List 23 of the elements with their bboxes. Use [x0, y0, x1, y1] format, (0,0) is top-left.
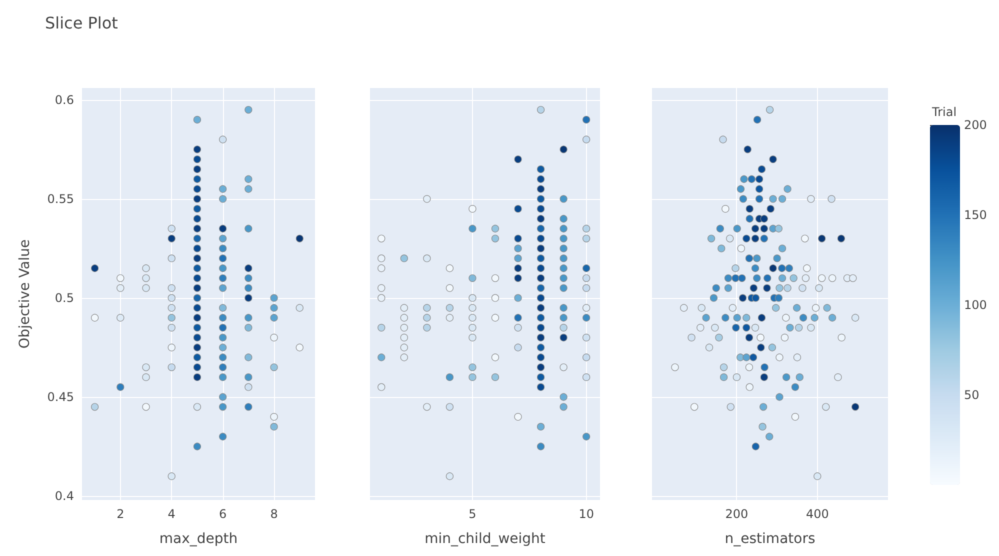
x-tick-label: 10 — [578, 507, 594, 521]
x-tick-label: 6 — [219, 507, 227, 521]
y-tick-label: 0.4 — [54, 489, 74, 504]
color-bar-label: 200 — [964, 118, 987, 132]
x-tick-label: 8 — [270, 507, 278, 521]
y-tick-label: 0.45 — [47, 390, 74, 404]
x-tick-label: 400 — [806, 507, 829, 521]
x-tick-label: 200 — [725, 507, 748, 521]
y-axis-title: Objective Value — [17, 239, 33, 349]
y-tick-label: 0.55 — [47, 192, 74, 206]
chart-title: Slice Plot — [45, 14, 118, 32]
x-tick-label: 4 — [168, 507, 176, 521]
color-bar-label: 50 — [964, 388, 980, 402]
x-tick-label: 2 — [116, 507, 124, 521]
x-axis-title: n_estimators — [724, 531, 816, 547]
y-tick-label: 0.5 — [54, 290, 74, 305]
x-tick-label: 5 — [468, 507, 476, 521]
color-bar-label: 100 — [964, 298, 987, 312]
y-tick-label: 0.6 — [54, 92, 74, 107]
color-bar-title: Trial — [931, 105, 957, 119]
color-bar-label: 150 — [964, 208, 987, 222]
x-axis-title: max_depth — [159, 531, 238, 547]
x-axis-title: min_child_weight — [424, 531, 546, 547]
